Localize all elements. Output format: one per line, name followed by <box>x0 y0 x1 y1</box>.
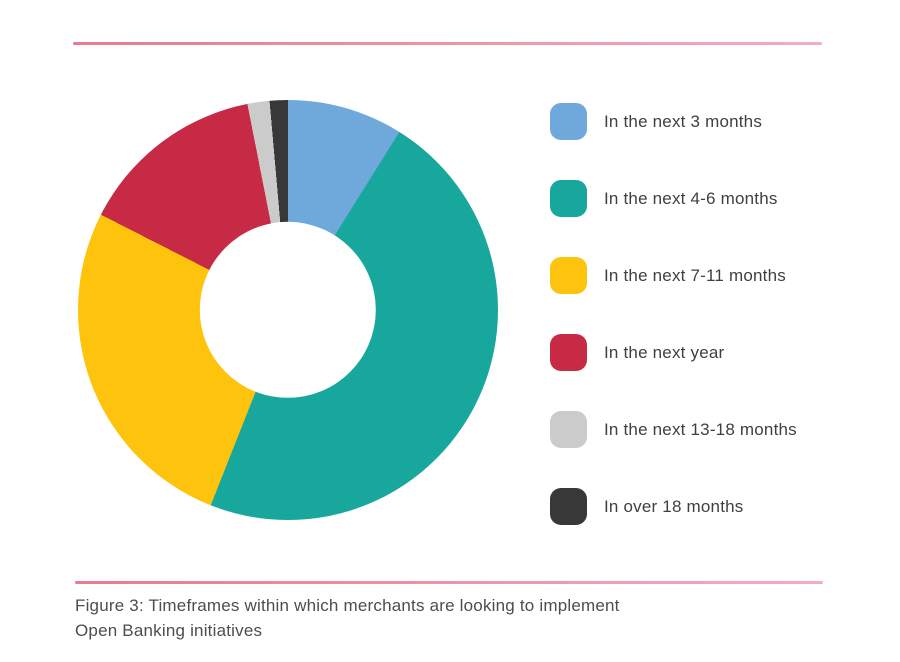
legend-item-label: In the next 4-6 months <box>604 188 778 208</box>
donut-chart <box>78 100 498 520</box>
figure-caption: Figure 3: Timeframes within which mercha… <box>75 594 735 643</box>
legend-item-label: In over 18 months <box>604 496 744 516</box>
legend-color-swatch-icon <box>550 103 587 140</box>
caption-line-1: Figure 3: Timeframes within which mercha… <box>75 596 620 615</box>
legend-item-label: In the next year <box>604 342 725 362</box>
legend-color-swatch-icon <box>550 411 587 448</box>
legend-color-swatch-icon <box>550 334 587 371</box>
legend-item-label: In the next 7-11 months <box>604 265 786 285</box>
caption-line-2: Open Banking initiatives <box>75 620 263 640</box>
top-divider <box>73 42 822 45</box>
chart-legend: In the next 3 months In the next 4-6 mon… <box>550 103 797 525</box>
donut-hole <box>199 221 377 399</box>
legend-color-swatch-icon <box>550 257 587 294</box>
legend-item: In the next 7-11 months <box>550 257 797 294</box>
legend-item: In the next 3 months <box>550 103 797 140</box>
legend-item: In the next year <box>550 334 797 371</box>
legend-item-label: In the next 13-18 months <box>604 419 797 439</box>
legend-color-swatch-icon <box>550 488 587 525</box>
bottom-divider <box>75 581 823 584</box>
legend-item-label: In the next 3 months <box>604 111 763 131</box>
legend-item: In the next 4-6 months <box>550 180 797 217</box>
legend-item: In the next 13-18 months <box>550 411 797 448</box>
legend-item: In over 18 months <box>550 488 797 525</box>
legend-color-swatch-icon <box>550 180 587 217</box>
